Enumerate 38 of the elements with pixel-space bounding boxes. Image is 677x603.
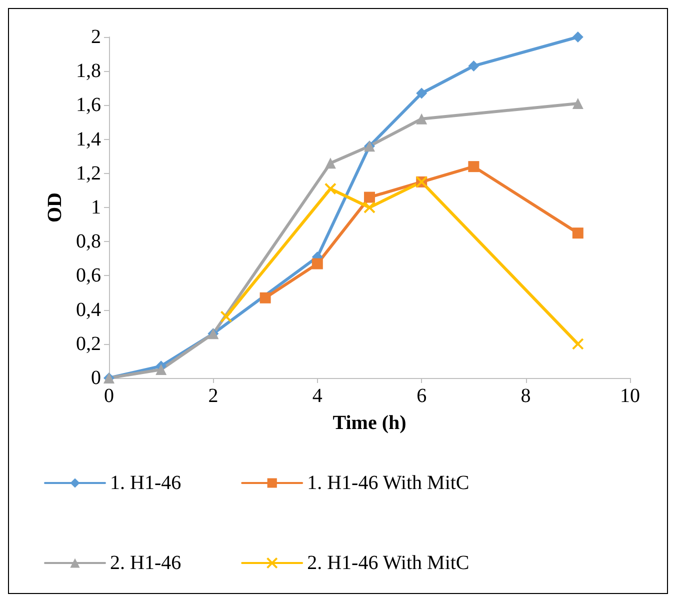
y-tick-label: 0,8 (76, 230, 101, 253)
point (416, 88, 428, 99)
legend-label: 2. H1-46 With MitC (307, 552, 470, 574)
x-axis-title: Time (h) (332, 412, 406, 434)
y-tick-label: 1 (91, 196, 101, 218)
y-tick-label: 0 (91, 367, 101, 389)
point (312, 258, 323, 270)
point (364, 202, 376, 214)
legend-label: 1. H1-46 (110, 472, 182, 494)
x-tick-label: 8 (520, 385, 531, 407)
point (364, 192, 375, 203)
y-tick-label: 2 (91, 26, 101, 48)
point (416, 113, 428, 124)
point (572, 98, 584, 109)
point (468, 161, 480, 172)
y-axis-title: OD (44, 192, 66, 222)
point (220, 310, 232, 323)
y-tick-label: 0,4 (76, 298, 101, 321)
y-tick-label: 1,6 (76, 94, 101, 116)
x-tick-label: 6 (416, 385, 427, 407)
y-tick-label: 0,2 (76, 332, 101, 355)
y-tick-label: 0,6 (76, 264, 101, 287)
point (324, 158, 336, 169)
point (468, 60, 480, 72)
x-tick-label: 2 (208, 385, 218, 407)
point (572, 228, 584, 239)
point (572, 32, 584, 42)
point (572, 338, 584, 350)
legend-label: 1. H1-46 With MitC (307, 472, 470, 494)
point (260, 292, 271, 304)
x-tick-label: 4 (312, 385, 322, 407)
y-tick-label: 1,2 (76, 162, 101, 184)
y-tick-label: 1,8 (76, 60, 101, 82)
point (324, 182, 336, 195)
x-tick-label: 10 (620, 385, 640, 407)
point (156, 364, 167, 375)
legend-label: 2. H1-46 (110, 552, 182, 574)
y-tick-label: 1,4 (76, 128, 101, 150)
